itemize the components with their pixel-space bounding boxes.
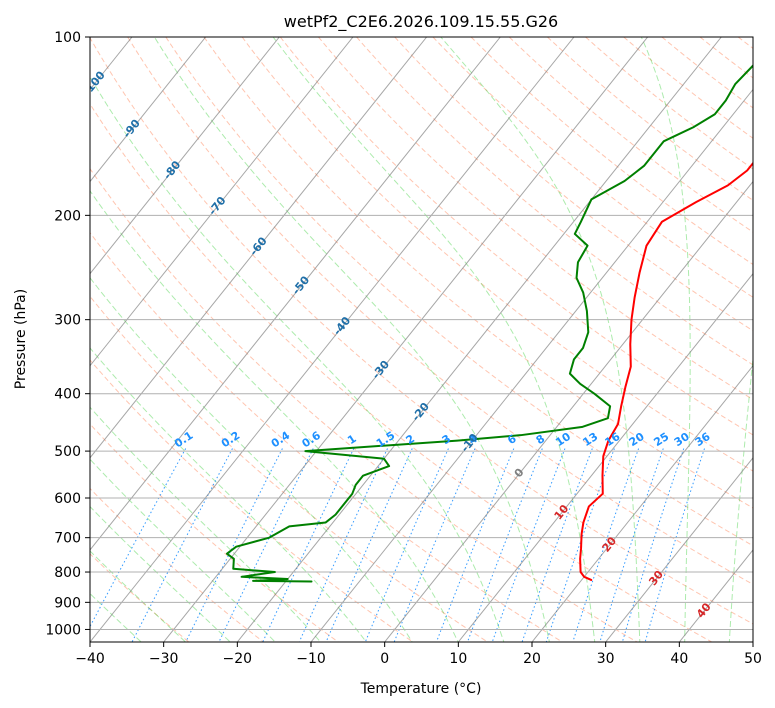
mixing-ratio-line — [491, 448, 566, 642]
mixing-ratio-line — [521, 448, 593, 642]
mixing-ratio-line — [572, 448, 640, 642]
y-tick-label: 1000 — [45, 622, 81, 638]
isotherm-line — [90, 37, 280, 275]
mixing-ratio-line — [435, 448, 515, 642]
y-tick-label: 800 — [54, 565, 81, 581]
y-tick-label: 200 — [54, 208, 81, 224]
pressure-gridlines — [90, 37, 753, 630]
dry-adiabat-line — [90, 487, 265, 642]
dry-adiabat-line — [90, 167, 639, 642]
y-tick-label: 600 — [54, 491, 81, 507]
dry-adiabat-line — [394, 37, 753, 332]
isotherm-line — [310, 88, 753, 642]
dry-adiabat-line — [508, 37, 753, 233]
mixing-ratio-line — [298, 448, 388, 642]
dewpoint-profile-line — [225, 64, 753, 583]
chart-title: wetPf2_C2E6.2026.109.15.55.G26 — [284, 12, 558, 32]
mixing-ratio-line — [644, 448, 705, 642]
dry-adiabat-line — [356, 37, 753, 366]
mixing-ratio-line — [90, 448, 187, 628]
dry-adiabat-line — [90, 37, 753, 625]
dry-adiabat-line — [90, 231, 564, 642]
mixing-ratio-line — [466, 448, 543, 642]
isotherm-line — [384, 180, 753, 642]
y-tick-label: 300 — [54, 313, 81, 329]
dry-adiabat-line — [90, 295, 489, 642]
isotherm-line — [90, 37, 575, 642]
y-axis-label: Pressure (hPa) — [13, 289, 29, 389]
x-axis-label: Temperature (°C) — [360, 681, 482, 697]
plot-frame — [89, 36, 754, 643]
moist-adiabat-line — [90, 458, 276, 642]
isotherm-line — [531, 364, 753, 642]
y-tick-label: 900 — [54, 595, 81, 611]
dry-adiabat-line — [318, 37, 753, 401]
x-tick-label: −30 — [149, 651, 179, 667]
x-tick-label: 40 — [670, 651, 688, 667]
isotherm-line — [236, 37, 722, 642]
y-tick-label: 400 — [54, 387, 81, 403]
x-tick-label: −10 — [296, 651, 326, 667]
x-tick-label: −40 — [75, 651, 105, 667]
isotherm-line — [90, 37, 354, 367]
mixing-ratio-line — [131, 448, 233, 642]
x-tick-label: 20 — [523, 651, 541, 667]
isotherm-line — [457, 272, 753, 642]
dry-adiabat-line — [165, 37, 753, 547]
dry-adiabat-line — [279, 37, 753, 436]
mixing-ratio-line — [364, 448, 449, 642]
temperature-profile-line — [579, 161, 753, 581]
mixing-ratio-line — [393, 448, 476, 642]
dry-adiabats — [90, 37, 753, 642]
x-tick-label: 0 — [380, 651, 389, 667]
x-axis-ticks: −40 −30 −20 −10 0 10 20 30 40 50 — [75, 642, 762, 667]
mixing-ratio-line — [599, 448, 664, 642]
isotherm-line — [605, 457, 753, 642]
x-tick-label: 30 — [597, 651, 615, 667]
dry-adiabat-line — [90, 102, 713, 642]
isotherm-line — [163, 37, 649, 642]
x-tick-label: 50 — [744, 651, 762, 667]
y-tick-label: 500 — [54, 444, 81, 460]
dry-adiabat-line — [203, 37, 753, 509]
dry-adiabat-line — [470, 37, 753, 266]
isotherm-line — [90, 37, 207, 183]
y-axis-ticks: 1000 900 800 700 600 500 400 300 200 100 — [45, 30, 90, 638]
x-tick-label: 10 — [449, 651, 467, 667]
mixing-ratio-line — [262, 448, 355, 642]
isotherms — [90, 37, 753, 642]
isotherm-line — [90, 37, 428, 459]
mixing-ratio-line — [325, 448, 413, 642]
x-tick-label: −20 — [223, 651, 253, 667]
y-tick-label: 700 — [54, 531, 81, 547]
mixing-ratio-line — [621, 448, 685, 642]
sounding-series — [225, 64, 753, 583]
isotherm-line — [90, 37, 501, 551]
y-tick-label: 100 — [54, 30, 81, 46]
